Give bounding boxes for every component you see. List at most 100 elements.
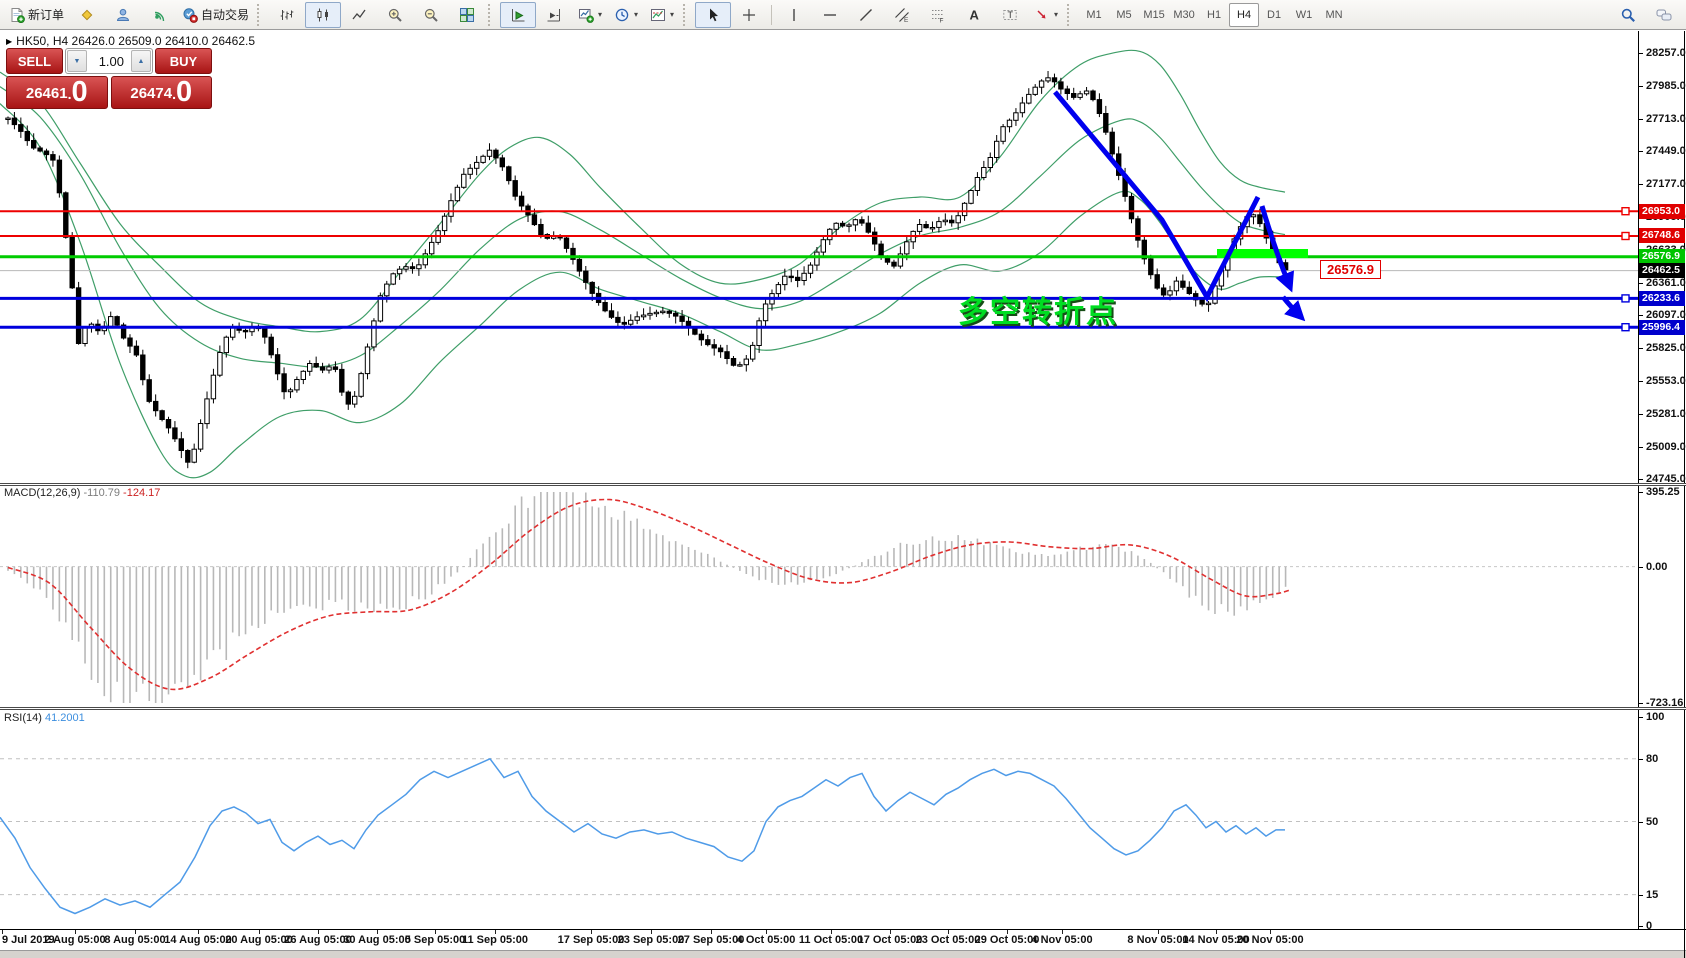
- toolbar-grip[interactable]: [257, 3, 266, 26]
- axis-tick-label: 26361.0: [1646, 276, 1686, 289]
- time-axis-label: 2 Aug 05:00: [44, 934, 106, 946]
- dropdown-caret-icon: ▾: [670, 10, 675, 19]
- toolbar-separator: [771, 4, 773, 25]
- macd-signal-line: [7, 498, 1291, 691]
- search-button[interactable]: [1610, 2, 1646, 28]
- macd-splitter[interactable]: [0, 483, 1686, 486]
- axis-tick-label: -723.16: [1646, 697, 1684, 709]
- time-axis: 9 Jul 2019 2 Aug 05:00 8 Aug 05:00 14 Aug 0…: [0, 930, 1686, 950]
- text-label-button[interactable]: T: [992, 2, 1028, 28]
- line-chart-button[interactable]: [341, 2, 377, 28]
- axis-tick-label: 15: [1646, 888, 1659, 901]
- zigzag-line[interactable]: [1053, 90, 1261, 303]
- down-arrow[interactable]: [1259, 205, 1295, 293]
- trendline-button[interactable]: [848, 2, 884, 28]
- trend-arrows[interactable]: [1053, 90, 1306, 322]
- timeframe-m5-button[interactable]: M5: [1116, 8, 1132, 21]
- periods-button[interactable]: ▾: [608, 2, 644, 28]
- axis-tick-mark: [1638, 85, 1643, 87]
- auto-scroll-button[interactable]: [500, 1, 537, 28]
- highlight-band[interactable]: [1217, 249, 1308, 258]
- zoom-out-icon: [424, 8, 438, 22]
- profile-button[interactable]: [105, 2, 141, 28]
- chart-shift-button[interactable]: [536, 2, 572, 28]
- chart-text-annotation[interactable]: 多空转折点: [958, 296, 1118, 329]
- cursor-button[interactable]: [695, 1, 732, 28]
- time-tick-mark: [75, 930, 76, 934]
- window-bottom-edge: [0, 950, 1686, 958]
- axis-tick-label: 25281.0: [1646, 407, 1686, 420]
- main-chart-canvas[interactable]: [0, 31, 1686, 483]
- axis-tick-mark: [1638, 758, 1643, 760]
- timeframe-d1-button[interactable]: D1: [1267, 8, 1282, 21]
- rsi-indicator-label: RSI(14) 41.2001: [4, 712, 85, 724]
- chat-icon: [1656, 9, 1672, 20]
- volume-decrease-button[interactable]: ▼: [67, 50, 87, 72]
- volume-increase-button[interactable]: ▲: [131, 50, 151, 72]
- zoom-in-icon: [388, 8, 402, 22]
- svg-text:E: E: [904, 17, 909, 23]
- channel-button[interactable]: E: [884, 2, 920, 28]
- time-axis-label: 11 Sep 05:00: [461, 934, 529, 946]
- one-click-trading-panel: SELL ▼ 1.00 ▲ BUY 26461 . 0 26474 . 0: [6, 48, 212, 109]
- time-axis-label: 4 Oct 05:00: [736, 934, 796, 946]
- text-button[interactable]: A: [956, 2, 992, 28]
- horizontal-line-button[interactable]: [812, 2, 848, 28]
- axis-tick-mark: [1638, 703, 1643, 704]
- time-tick-mark: [198, 930, 199, 934]
- price-tag: 26233.6: [1639, 290, 1685, 306]
- autotrading-button[interactable]: 自动交易: [177, 2, 254, 28]
- volume-stepper[interactable]: ▼ 1.00 ▲: [65, 48, 153, 74]
- vertical-line-button[interactable]: [776, 2, 812, 28]
- time-axis-border: [0, 929, 1686, 930]
- macd-panel-canvas[interactable]: [0, 486, 1686, 707]
- signals-button[interactable]: [141, 2, 177, 28]
- market-depth-button[interactable]: [69, 2, 105, 28]
- rsi-splitter[interactable]: [0, 707, 1686, 710]
- macd-histogram: [7, 492, 1287, 703]
- svg-text:F: F: [940, 17, 944, 23]
- templates-button[interactable]: ▾: [644, 2, 680, 28]
- zoom-in-button[interactable]: [377, 2, 413, 28]
- chat-button[interactable]: [1646, 2, 1682, 28]
- timeframe-m15-button[interactable]: M15: [1143, 8, 1165, 21]
- price-tag: 26748.6: [1639, 228, 1685, 244]
- rsi-panel-canvas[interactable]: [0, 710, 1686, 929]
- timeframe-w1-button[interactable]: W1: [1295, 8, 1313, 21]
- buy-price-display[interactable]: 26474 . 0: [110, 76, 212, 109]
- axis-tick-mark: [1638, 717, 1643, 718]
- tile-windows-button[interactable]: [449, 2, 485, 28]
- bar-chart-button[interactable]: [269, 2, 305, 28]
- time-axis-label: 23 Oct 05:00: [915, 934, 981, 946]
- toolbar-grip[interactable]: [683, 3, 692, 26]
- timeframe-h1-button[interactable]: H1: [1207, 8, 1222, 21]
- axis-tick-label: 27713.0: [1646, 112, 1686, 125]
- sell-price-display[interactable]: 26461 . 0: [6, 76, 108, 109]
- crosshair-button[interactable]: [731, 2, 767, 28]
- zoom-out-button[interactable]: [413, 2, 449, 28]
- new-order-button[interactable]: 新订单: [4, 2, 69, 28]
- toolbar-grip[interactable]: [488, 3, 497, 26]
- autotrading-button-label: 自动交易: [201, 8, 250, 22]
- new-chart-button[interactable]: ▾: [572, 2, 608, 28]
- timeframe-m30-button[interactable]: M30: [1173, 8, 1195, 21]
- fibonacci-icon: F: [932, 9, 945, 23]
- volume-value[interactable]: 1.00: [98, 53, 124, 69]
- user-icon: [117, 8, 130, 21]
- axis-tick-label: 27449.0: [1646, 145, 1686, 157]
- timeframe-h4-button[interactable]: H4: [1229, 2, 1260, 27]
- sell-button[interactable]: SELL: [6, 48, 63, 74]
- horizontal-level-lines[interactable]: [0, 206, 1638, 332]
- candle-chart-button[interactable]: [305, 1, 342, 28]
- toolbar-grip[interactable]: [1067, 3, 1076, 26]
- timeframe-mn-button[interactable]: MN: [1325, 8, 1343, 21]
- price-tag: 26462.5: [1639, 263, 1685, 279]
- time-axis-label: 11 Oct 05:00: [798, 934, 864, 946]
- price-level-label[interactable]: 26576.9: [1320, 260, 1381, 279]
- timeframe-m1-button[interactable]: M1: [1086, 8, 1102, 21]
- buy-button[interactable]: BUY: [155, 48, 212, 74]
- small-down-arrow[interactable]: [1281, 295, 1306, 322]
- text-icon: A: [970, 7, 980, 22]
- fibonacci-button[interactable]: F: [920, 2, 956, 28]
- arrows-button[interactable]: ▾: [1028, 2, 1064, 28]
